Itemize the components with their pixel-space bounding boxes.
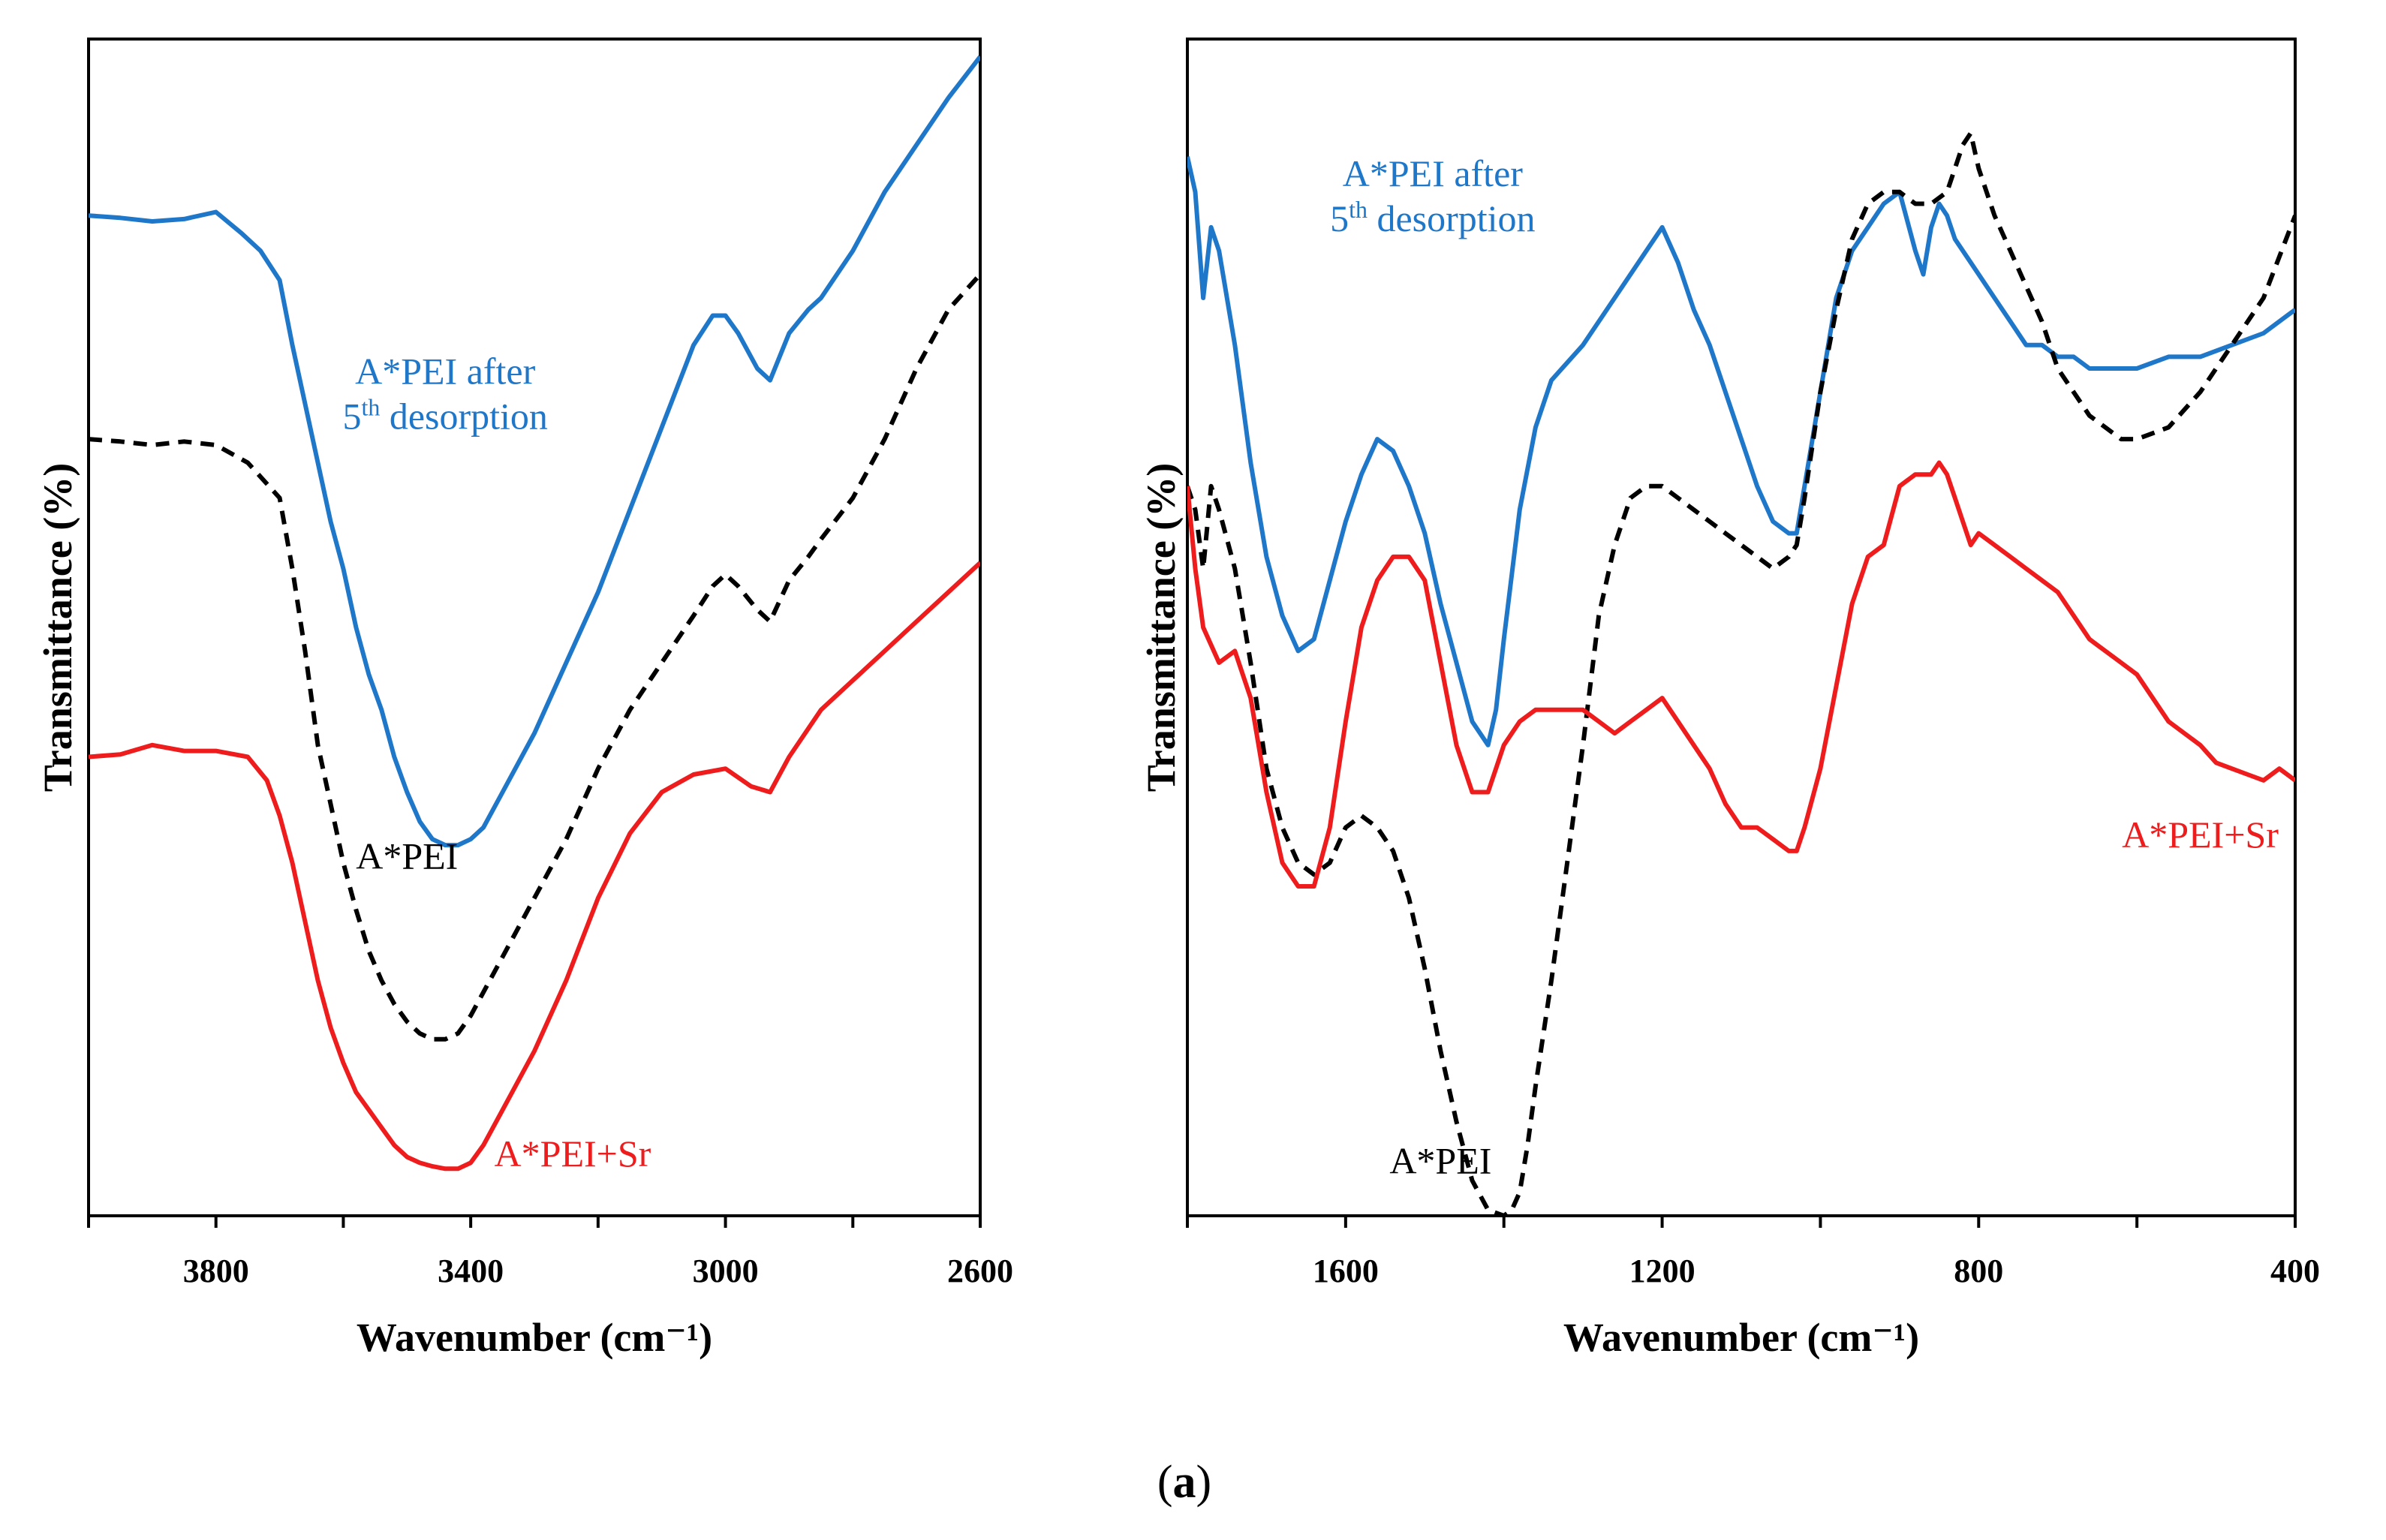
series-label: A*PEI [356, 835, 458, 877]
series-label: A*PEI [1389, 1140, 1491, 1182]
x-tick-label: 1200 [1629, 1253, 1695, 1289]
figure-caption-letter: a [1173, 1457, 1196, 1508]
x-axis-label: Wavenumber (cm⁻¹) [357, 1315, 712, 1360]
series-label: A*PEI+Sr [2122, 814, 2279, 856]
y-axis-label: Transmittance (%) [35, 463, 80, 792]
series-label: A*PEI after [1343, 152, 1524, 194]
x-axis-label: Wavenumber (cm⁻¹) [1563, 1315, 1919, 1360]
x-tick-label: 2600 [947, 1253, 1013, 1289]
chart-panel-left: 3800 3400 3000 2600 Wavenumber (cm⁻¹) Transmi… [35, 38, 1013, 1360]
series-line [89, 561, 980, 1172]
series-label: A*PEI+Sr [495, 1132, 651, 1175]
chart-panel-right: 1600 1200 800 400 Wavenumber (cm⁻¹) Transmitt… [1139, 38, 2320, 1360]
series-label: A*PEI after [355, 350, 536, 392]
plot-frame [87, 38, 982, 1217]
series-line [89, 55, 980, 848]
series-line [1187, 460, 2295, 889]
plot-frame [1186, 38, 2297, 1217]
x-tick-label: 3800 [183, 1253, 249, 1289]
x-tick-label: 800 [1954, 1253, 2003, 1289]
x-tick-label: 400 [2270, 1253, 2320, 1289]
y-axis-label: Transmittance (%) [1139, 463, 1184, 792]
series-label: 5th desorption [342, 393, 547, 437]
series-label: 5th desorption [1330, 196, 1535, 239]
x-tick-label: 1600 [1313, 1253, 1379, 1289]
x-tick-label: 3000 [693, 1253, 759, 1289]
series-line [89, 272, 980, 1042]
x-tick-label: 3400 [438, 1253, 504, 1289]
series-line [1187, 156, 2295, 747]
figure-caption: (a) [1157, 1457, 1211, 1508]
series-line [1187, 131, 2295, 1216]
